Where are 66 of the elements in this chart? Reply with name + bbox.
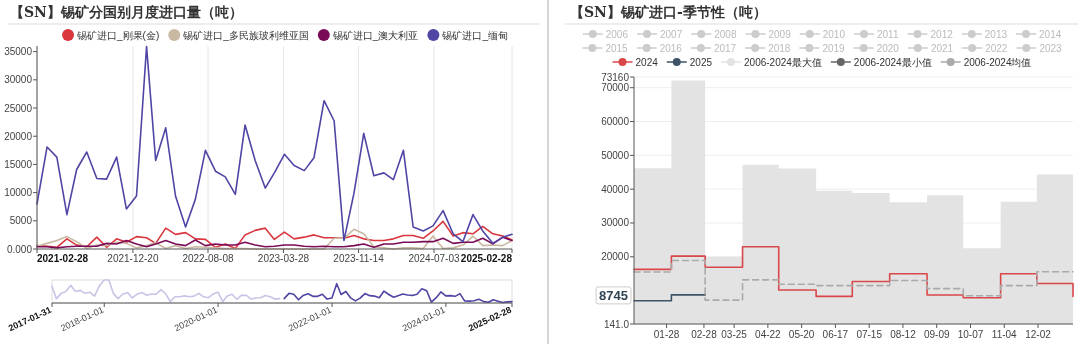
y-tick-label: 5000 <box>9 215 33 227</box>
y-tick-label: 15000 <box>4 158 33 170</box>
legend-label: 锡矿进口_多民族玻利维亚国 <box>182 29 309 41</box>
legend-label: 2014 <box>1039 28 1062 40</box>
y-tick-label: 70000 <box>601 82 630 94</box>
y-tick-label: 10000 <box>4 187 33 199</box>
y-tick-label: 0.000 <box>6 243 33 255</box>
legend-label: 2007 <box>659 28 683 40</box>
legend-label: 2006-2024最小值 <box>853 56 932 68</box>
x-tick-label: 08-12 <box>890 329 917 340</box>
y-tick-label: 60000 <box>601 116 630 128</box>
x-tick-label: 11-04 <box>991 329 1018 340</box>
legend-label: 2021 <box>930 42 954 54</box>
x-tick-label: 2024-07-03 <box>408 253 460 264</box>
y-tick-label: 35000 <box>4 46 33 58</box>
x-tick-label: 01-28 <box>653 329 680 340</box>
legend-label: 2008 <box>714 28 737 40</box>
legend-label: 2015 <box>605 42 629 54</box>
x-tick-label: 07-15 <box>856 329 883 340</box>
y-tick-label: 73160 <box>601 71 630 83</box>
legend-label: 2006-2024最大值 <box>744 56 822 68</box>
chart-title: 【SN】锡矿分国别月度进口量（吨） <box>10 4 243 20</box>
x-tick-label: 2023-03-28 <box>257 253 310 264</box>
y-tick-label: 20000 <box>601 251 630 263</box>
legend-label: 2016 <box>659 42 683 54</box>
x-tick-label: 09-09 <box>923 329 950 340</box>
x-tick-label: 02-28 <box>691 329 718 340</box>
y-tick-label: 25000 <box>4 102 33 114</box>
x-tick-label: 2023-11-14 <box>333 253 385 264</box>
x-tick-label: 10-07 <box>957 329 984 340</box>
legend-label: 2006-2024均值 <box>963 56 1032 68</box>
legend-label: 2023 <box>1039 42 1063 54</box>
x-tick-label: 2021-12-20 <box>107 253 159 264</box>
x-tick-label: 2025-02-28 <box>460 253 513 264</box>
legend-label: 2017 <box>713 42 737 54</box>
legend-label: 2006 <box>605 28 629 40</box>
legend-label: 2024 <box>635 56 659 68</box>
x-tick-label: 2022-08-08 <box>182 253 235 264</box>
x-tick-label: 05-20 <box>788 329 815 340</box>
y-tick-label: 20000 <box>4 130 33 142</box>
y-tick-label: 30000 <box>601 217 630 229</box>
legend-label: 2019 <box>822 42 846 54</box>
legend-label: 2009 <box>768 28 792 40</box>
legend-label: 2012 <box>930 28 954 40</box>
legend-label: 2013 <box>984 28 1008 40</box>
x-tick-label: 06-17 <box>822 329 849 340</box>
x-tick-label: 12-02 <box>1025 329 1052 340</box>
x-tick-label: 2021-02-28 <box>37 253 89 264</box>
legend-label: 锡矿进口_缅甸 <box>441 29 508 41</box>
x-tick-label: 03-25 <box>721 329 748 340</box>
legend-label: 2025 <box>689 56 713 68</box>
y-tick-label: 141.0 <box>603 318 630 330</box>
line-series <box>36 45 513 245</box>
legend-label: 锡矿进口_澳大利亚 <box>331 29 419 41</box>
legend-label: 2011 <box>876 28 899 40</box>
y-tick-label: 40000 <box>601 183 630 195</box>
legend-label: 2018 <box>768 42 791 54</box>
chart-title: 【SN】锡矿进口-季节性（吨） <box>570 4 767 20</box>
y-tick-label: 30000 <box>4 74 33 86</box>
legend-label: 2020 <box>876 42 900 54</box>
legend-label: 锡矿进口_刚果(金) <box>76 29 160 41</box>
legend-label: 2010 <box>822 28 846 40</box>
annotation: 8745 <box>599 287 628 303</box>
y-tick-label: 50000 <box>601 149 630 161</box>
legend-label: 2022 <box>985 42 1008 54</box>
x-tick-label: 04-22 <box>755 329 782 340</box>
